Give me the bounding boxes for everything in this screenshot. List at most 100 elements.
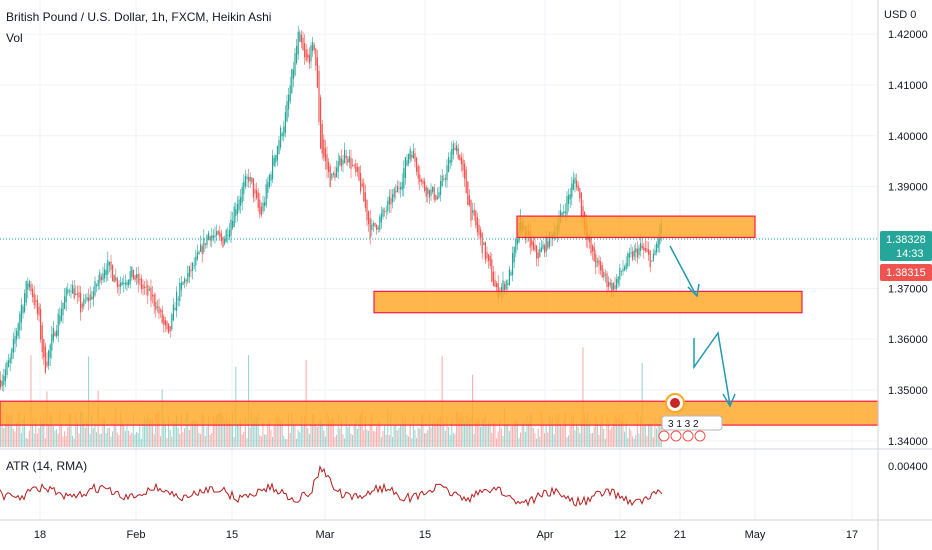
- event-markers[interactable]: 3 1 3 2: [658, 393, 723, 442]
- volume-bar: [38, 427, 40, 447]
- volume-bar: [131, 432, 133, 447]
- supply-demand-zone[interactable]: [0, 400, 879, 426]
- volume-bar: [230, 424, 232, 447]
- volume-bar: [54, 430, 56, 447]
- candle-body: [230, 219, 232, 236]
- currency-label[interactable]: USD 0: [884, 9, 917, 21]
- candle-body: [273, 157, 275, 166]
- volume-bar: [148, 418, 150, 447]
- volume-bar: [588, 421, 590, 447]
- candle-body: [502, 280, 504, 291]
- volume-bar: [393, 425, 395, 447]
- candle-body: [222, 236, 224, 248]
- candle-body: [161, 309, 163, 323]
- candle-body: [59, 315, 61, 324]
- time-tick-label: Mar: [316, 529, 335, 541]
- supply-demand-zone[interactable]: [373, 290, 803, 314]
- volume-bar: [179, 433, 181, 447]
- volume-bar: [120, 412, 122, 447]
- candle-body: [289, 85, 291, 102]
- volume-bar: [51, 416, 53, 447]
- candle-body: [124, 282, 126, 285]
- time-tick-label: May: [745, 529, 766, 541]
- candle-body: [286, 101, 288, 122]
- candle-body: [78, 292, 80, 298]
- volume-bar: [548, 414, 550, 447]
- volume-bar: [427, 429, 429, 447]
- candle-body: [260, 206, 262, 216]
- volume-bar: [244, 417, 246, 447]
- candle-body: [604, 274, 606, 276]
- candle-body: [492, 271, 494, 286]
- candle-body: [276, 146, 278, 161]
- volume-bar: [57, 433, 59, 447]
- volume-bar: [52, 426, 54, 447]
- volume-bar: [284, 438, 286, 447]
- volume-bar: [315, 423, 317, 447]
- volume-bar: [516, 419, 518, 447]
- volume-bar: [502, 435, 504, 447]
- candle-body: [272, 155, 274, 180]
- volume-bar: [24, 414, 26, 447]
- time-axis[interactable]: 18 Feb 15 Mar 15 Apr 12 21 May 17: [34, 529, 858, 541]
- volume-bar: [198, 432, 200, 447]
- candle-body: [284, 112, 286, 133]
- candle-body: [516, 239, 518, 245]
- candle-body: [209, 236, 211, 241]
- volume-bar: [505, 422, 507, 447]
- volume-bar: [268, 421, 270, 447]
- volume-bar: [403, 421, 405, 447]
- candle-body: [182, 281, 184, 285]
- candle-body: [62, 302, 64, 316]
- candle-body: [652, 253, 654, 261]
- volume-bar: [460, 412, 462, 447]
- volume-bar: [416, 437, 418, 447]
- volume-bar: [340, 418, 342, 447]
- volume-bar: [417, 427, 419, 447]
- candle-body: [403, 168, 405, 189]
- volume-bar: [446, 416, 448, 447]
- volume-bar: [299, 432, 301, 447]
- candle-body: [206, 235, 208, 246]
- volume-bar: [286, 438, 288, 447]
- candle-body: [643, 246, 645, 251]
- candle-body: [9, 357, 11, 363]
- candle-body: [579, 188, 581, 199]
- candle-body: [625, 263, 627, 270]
- volume-bar: [640, 417, 642, 447]
- volume-bar: [556, 418, 558, 447]
- candle-body: [41, 325, 43, 352]
- supply-demand-zone[interactable]: [516, 215, 756, 239]
- candle-body: [208, 232, 210, 240]
- candle-body: [350, 157, 352, 170]
- volume-bar: [593, 427, 595, 447]
- candle-body: [363, 182, 365, 202]
- candle-body: [320, 97, 322, 149]
- volume-bar: [633, 438, 635, 447]
- candle-body: [532, 241, 534, 250]
- candle-body: [641, 245, 643, 249]
- candle-body: [504, 283, 506, 291]
- volume-bar: [366, 429, 368, 447]
- volume-bar: [614, 415, 616, 447]
- volume-bar: [387, 409, 389, 447]
- candle-body: [121, 281, 123, 286]
- volume-bar: [611, 427, 613, 447]
- volume-bar: [539, 436, 541, 447]
- candle-body: [612, 282, 614, 290]
- candle-body: [224, 238, 226, 244]
- candle-body: [233, 206, 235, 227]
- volume-bar: [129, 435, 131, 447]
- volume-bar: [89, 433, 91, 447]
- volume-bar: [142, 421, 144, 447]
- volume-bar: [139, 423, 141, 447]
- candle-body: [241, 187, 243, 203]
- candle-body: [281, 133, 283, 137]
- volume-bar: [475, 419, 477, 447]
- volume-bar: [294, 424, 296, 447]
- candle-body: [100, 276, 102, 280]
- volume-bar: [140, 438, 142, 447]
- candle-body: [387, 200, 389, 212]
- candle-body: [368, 211, 370, 225]
